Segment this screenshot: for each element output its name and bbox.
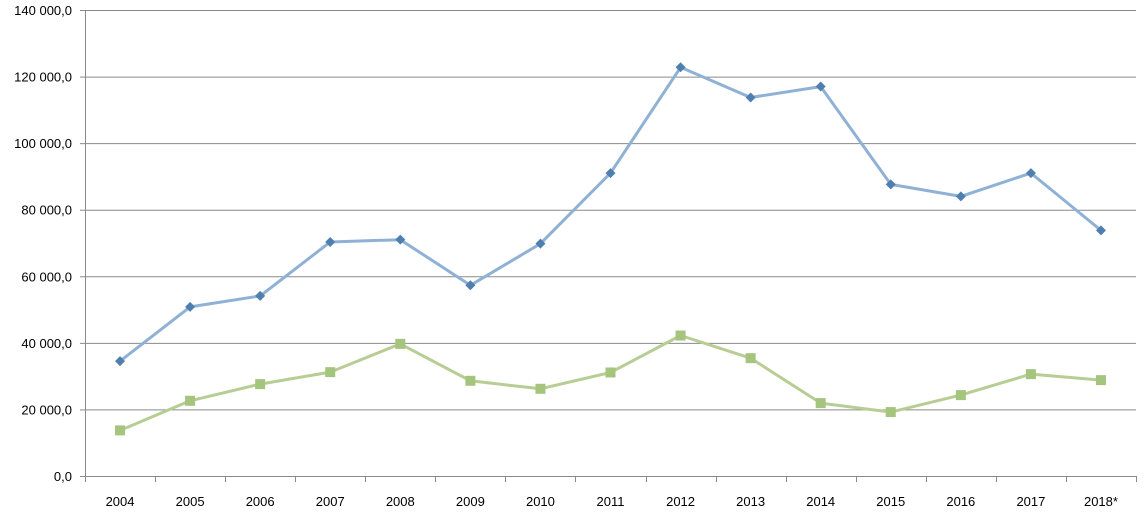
series-2-point (465, 375, 476, 386)
series-2-point (185, 395, 196, 406)
series-2-point (255, 379, 266, 390)
series-2-point (745, 353, 756, 364)
series-2-point (1025, 369, 1036, 380)
series-2-point (605, 367, 616, 378)
y-tick-label: 40 000,0 (21, 336, 72, 351)
x-tick-label: 2013 (736, 494, 765, 509)
series-1-point (1025, 168, 1036, 179)
axes (80, 10, 1137, 482)
x-tick-label: 2006 (246, 494, 275, 509)
y-tick-label: 140 000,0 (14, 3, 72, 18)
series-1-point (675, 62, 686, 73)
y-tick-label: 20 000,0 (21, 402, 72, 417)
series-2-point (675, 330, 686, 341)
series-1-point (535, 238, 546, 249)
series-layer (115, 62, 1106, 436)
x-tick-label: 2004 (106, 494, 135, 509)
series-2-point (815, 398, 826, 409)
x-tick-label: 2016 (946, 494, 975, 509)
series-1-point (885, 179, 896, 190)
x-tick-label: 2009 (456, 494, 485, 509)
x-tick-label: 2015 (876, 494, 905, 509)
x-axis-tick-labels: 2004 2005 2006 2007 2008 2009 2010 2011 2012 2013… (106, 494, 1118, 509)
series-2-point (115, 425, 126, 436)
series-1-point (955, 191, 966, 202)
x-tick-label: 2010 (526, 494, 555, 509)
gridlines (85, 10, 1136, 411)
series-1-point (395, 234, 406, 245)
y-tick-label: 100 000,0 (14, 136, 72, 151)
x-tick-label: 2008 (386, 494, 415, 509)
series-1-point (255, 290, 266, 301)
series-2-point (395, 338, 406, 349)
x-tick-label: 2014 (806, 494, 835, 509)
x-tick-label: 2012 (666, 494, 695, 509)
x-tick-label: 2017 (1016, 494, 1045, 509)
x-tick-label: 2005 (176, 494, 205, 509)
x-tick-label: 2018* (1084, 494, 1118, 509)
series-1-point (815, 81, 826, 92)
series-2-point (325, 367, 336, 378)
series-1-point (605, 168, 616, 179)
series-2-line (119, 334, 1102, 432)
series-1-line (119, 65, 1102, 363)
series-1-point (1095, 225, 1106, 236)
y-tick-label: 80 000,0 (21, 203, 72, 218)
series-2-point (955, 390, 966, 401)
y-tick-label: 60 000,0 (21, 269, 72, 284)
series-1-point (185, 301, 196, 312)
series-2-point (535, 383, 546, 394)
series-1-point (325, 237, 336, 248)
x-tick-label: 2011 (597, 494, 625, 509)
y-axis-tick-labels: 0,0 20 000,0 40 000,0 60 000,0 80 000,0 100 0… (14, 3, 72, 484)
series-1-point (115, 356, 126, 367)
series-2-point (885, 407, 896, 418)
y-tick-label: 0,0 (54, 469, 72, 484)
series-2-point (1095, 375, 1106, 386)
y-tick-label: 120 000,0 (14, 70, 72, 85)
series-1-point (465, 280, 476, 291)
series-1-point (745, 92, 756, 103)
x-tick-label: 2007 (316, 494, 345, 509)
